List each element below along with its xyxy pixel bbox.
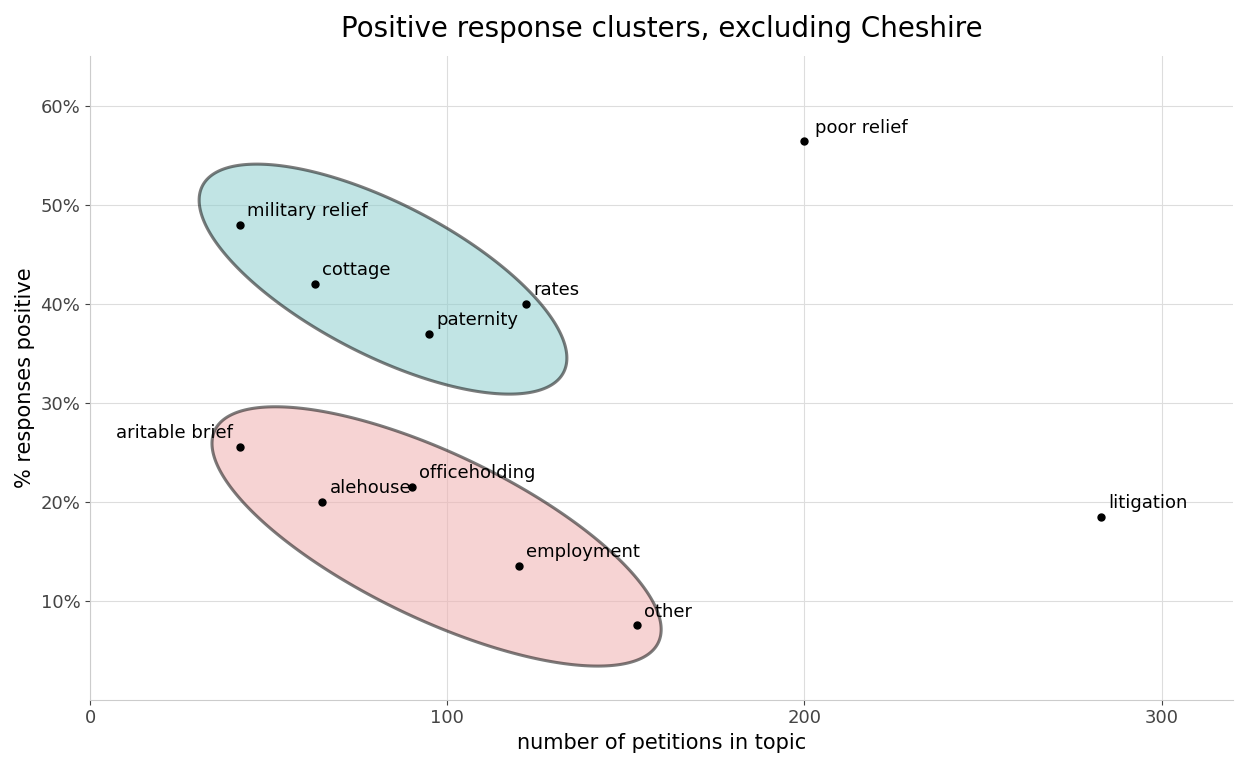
Point xyxy=(402,481,422,493)
Point xyxy=(312,495,332,508)
Polygon shape xyxy=(200,164,567,394)
Point xyxy=(795,134,815,147)
Text: military relief: military relief xyxy=(247,202,368,220)
Text: aritable brief: aritable brief xyxy=(116,425,233,442)
X-axis label: number of petitions in topic: number of petitions in topic xyxy=(517,733,806,753)
Polygon shape xyxy=(212,407,661,666)
Text: employment: employment xyxy=(525,543,640,561)
Point xyxy=(230,219,250,231)
Title: Positive response clusters, excluding Cheshire: Positive response clusters, excluding Ch… xyxy=(341,15,982,43)
Point xyxy=(515,298,535,310)
Point xyxy=(419,327,439,339)
Text: rates: rates xyxy=(533,281,579,299)
Point xyxy=(509,560,529,572)
Text: other: other xyxy=(644,603,691,621)
Y-axis label: % responses positive: % responses positive xyxy=(15,268,35,488)
Text: litigation: litigation xyxy=(1108,494,1187,511)
Text: poor relief: poor relief xyxy=(815,118,907,137)
Point xyxy=(626,619,646,631)
Text: alehouse: alehouse xyxy=(329,478,411,497)
Text: cottage: cottage xyxy=(322,261,391,279)
Text: paternity: paternity xyxy=(437,310,519,329)
Point xyxy=(230,441,250,453)
Text: officeholding: officeholding xyxy=(419,464,535,482)
Point xyxy=(306,278,326,290)
Point xyxy=(1091,511,1111,523)
